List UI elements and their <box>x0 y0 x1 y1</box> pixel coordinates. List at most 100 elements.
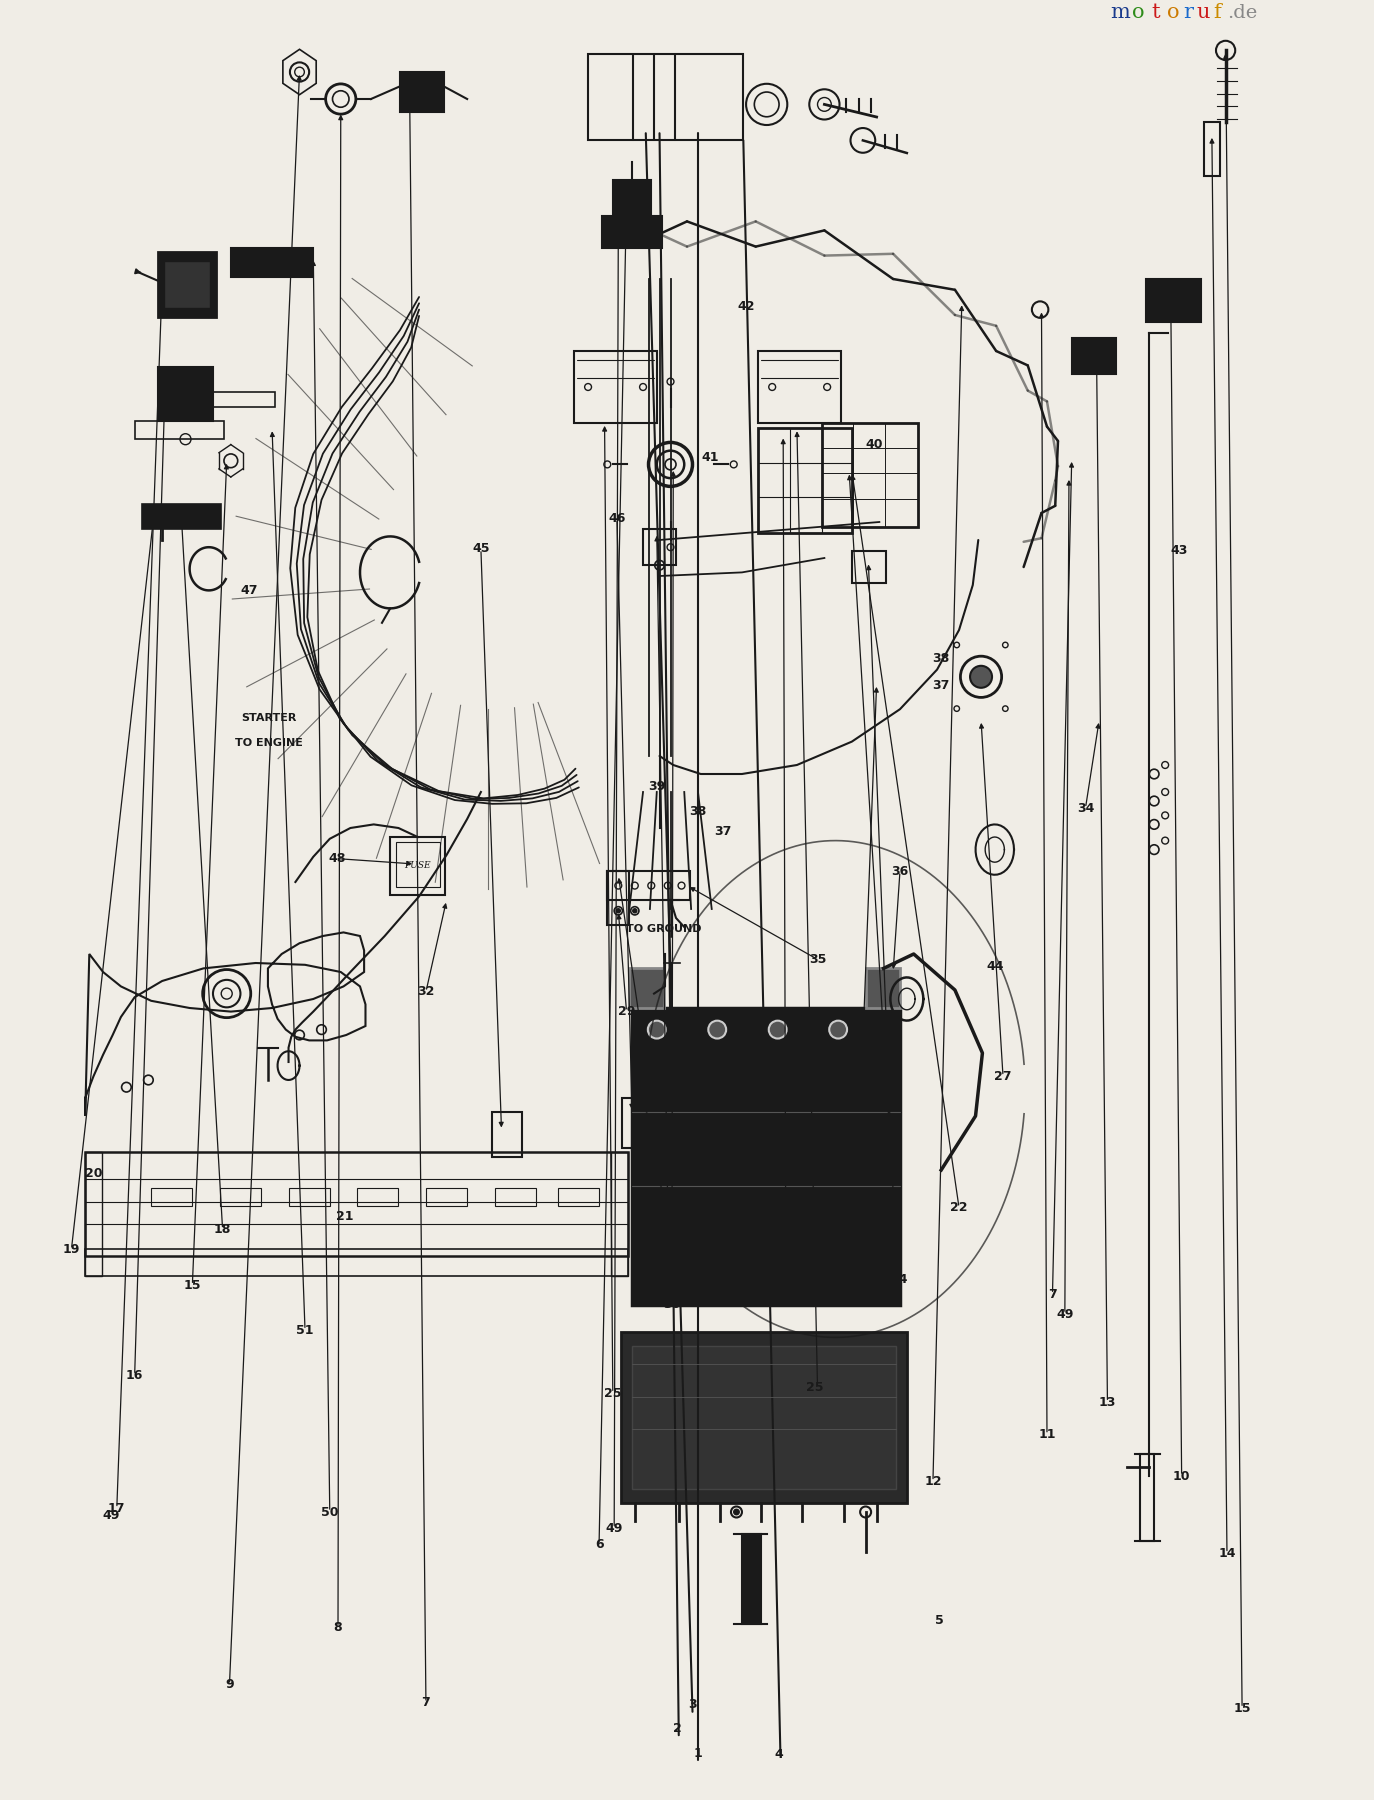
Text: .de: .de <box>1227 4 1257 22</box>
Bar <box>151 1188 192 1206</box>
Text: FUSE: FUSE <box>404 860 431 869</box>
Bar <box>632 1008 900 1305</box>
Text: 27: 27 <box>995 1069 1011 1084</box>
Text: 49: 49 <box>606 1521 622 1535</box>
Bar <box>558 1188 599 1206</box>
Text: 17: 17 <box>109 1501 125 1516</box>
Bar <box>185 392 275 407</box>
Bar <box>400 72 444 112</box>
Text: TO ENGINE: TO ENGINE <box>235 738 304 749</box>
Bar <box>85 1152 102 1276</box>
Bar <box>822 423 918 527</box>
Bar <box>158 367 213 421</box>
Bar <box>142 504 221 529</box>
Text: 41: 41 <box>702 450 719 464</box>
Text: 30: 30 <box>664 1298 680 1312</box>
Text: m: m <box>1110 2 1129 22</box>
Circle shape <box>970 666 992 688</box>
Bar <box>1146 279 1201 322</box>
Text: 19: 19 <box>63 1242 80 1256</box>
Bar <box>632 1346 896 1489</box>
Text: 40: 40 <box>866 437 882 452</box>
Bar <box>866 968 900 1008</box>
Text: 5: 5 <box>936 1613 944 1627</box>
Bar <box>135 421 224 439</box>
Text: 9: 9 <box>225 1678 234 1692</box>
Text: 29: 29 <box>618 1004 635 1019</box>
Bar <box>613 180 651 220</box>
Text: STARTER: STARTER <box>242 713 297 724</box>
Text: 8: 8 <box>334 1620 342 1634</box>
Text: 13: 13 <box>1099 1395 1116 1409</box>
Bar <box>231 248 313 277</box>
Circle shape <box>734 1508 739 1516</box>
Circle shape <box>632 909 638 913</box>
Bar <box>495 1188 536 1206</box>
Text: 4: 4 <box>775 1748 783 1762</box>
Text: 44: 44 <box>987 959 1003 974</box>
Circle shape <box>649 1021 666 1039</box>
Text: 15: 15 <box>1234 1701 1250 1715</box>
Text: 37: 37 <box>933 679 949 693</box>
Bar <box>85 1249 628 1276</box>
Text: 11: 11 <box>1039 1427 1055 1442</box>
Bar <box>1072 338 1116 374</box>
Bar <box>426 1188 467 1206</box>
Text: 25: 25 <box>807 1381 823 1395</box>
Text: 7: 7 <box>1048 1287 1057 1301</box>
Text: 18: 18 <box>214 1222 231 1237</box>
Text: 28: 28 <box>639 1064 655 1078</box>
Bar <box>611 1152 628 1276</box>
Text: 42: 42 <box>738 299 754 313</box>
Text: TO GROUND: TO GROUND <box>627 923 701 934</box>
Text: 33: 33 <box>657 1165 673 1179</box>
Text: o: o <box>1132 2 1145 22</box>
Bar <box>602 216 662 248</box>
Text: 32: 32 <box>418 985 434 999</box>
Text: 49: 49 <box>103 1508 120 1523</box>
Text: 50: 50 <box>322 1505 338 1519</box>
Bar <box>357 1188 398 1206</box>
Text: 20: 20 <box>85 1166 102 1181</box>
Text: f: f <box>1213 2 1221 22</box>
Text: 16: 16 <box>126 1368 143 1382</box>
Bar <box>574 351 657 423</box>
Bar <box>1140 1454 1154 1541</box>
Bar <box>742 1534 761 1624</box>
Bar <box>852 551 886 583</box>
Bar <box>220 1188 261 1206</box>
Bar <box>758 428 852 533</box>
Circle shape <box>769 1021 787 1039</box>
Text: 10: 10 <box>1173 1469 1190 1483</box>
Bar <box>85 1152 628 1256</box>
Text: 51: 51 <box>297 1323 313 1337</box>
Bar <box>158 252 216 317</box>
Bar <box>607 871 690 900</box>
Text: 46: 46 <box>609 511 625 526</box>
Bar <box>289 1188 330 1206</box>
Bar <box>643 529 676 565</box>
Bar <box>758 351 841 423</box>
Text: 38: 38 <box>933 652 949 666</box>
Text: 38: 38 <box>690 805 706 819</box>
Bar <box>164 261 210 308</box>
Text: 49: 49 <box>853 1071 870 1085</box>
Text: 39: 39 <box>649 779 665 794</box>
Bar <box>588 54 743 140</box>
Circle shape <box>830 1021 848 1039</box>
Bar <box>396 842 440 887</box>
Bar <box>1204 122 1220 176</box>
Text: r: r <box>1183 2 1193 22</box>
Bar <box>621 1332 907 1503</box>
Text: 7: 7 <box>422 1696 430 1710</box>
Text: 31: 31 <box>778 1283 794 1298</box>
Circle shape <box>709 1021 727 1039</box>
Bar <box>492 1112 522 1157</box>
Text: 34: 34 <box>1077 801 1094 815</box>
Text: 25: 25 <box>605 1386 621 1400</box>
Text: 43: 43 <box>1171 544 1187 558</box>
Text: t: t <box>1151 2 1160 22</box>
Text: 1: 1 <box>694 1746 702 1760</box>
Text: u: u <box>1197 2 1210 22</box>
Bar <box>622 1098 650 1148</box>
